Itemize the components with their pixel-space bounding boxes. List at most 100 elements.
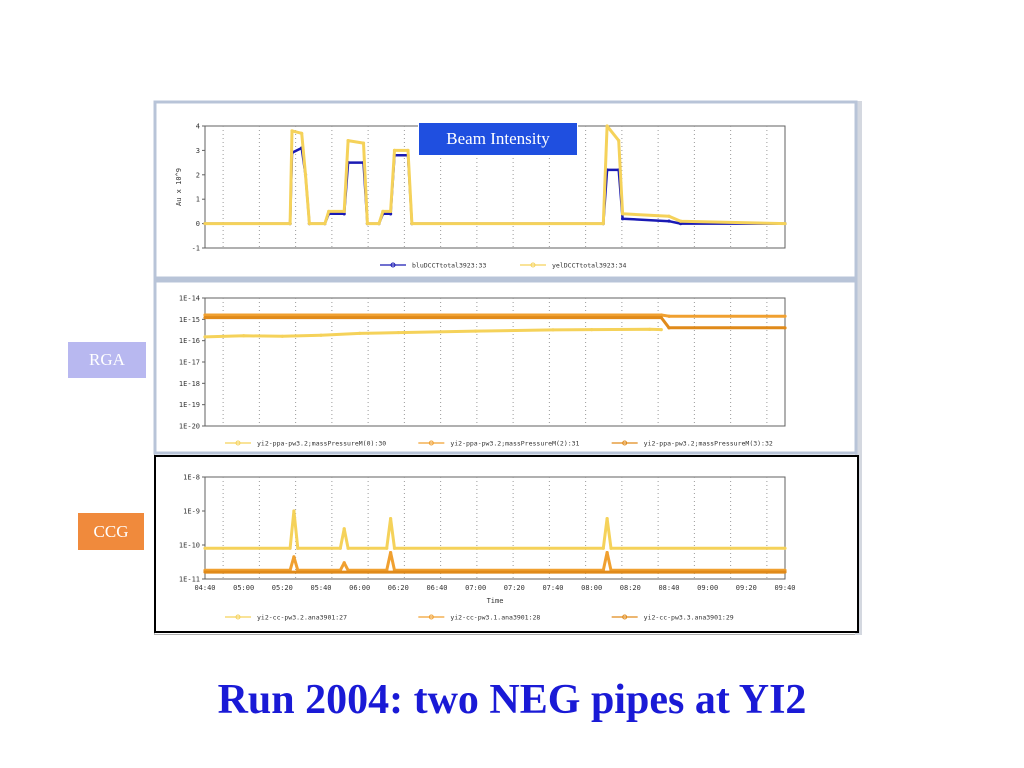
- data-point: [307, 222, 311, 226]
- data-point: [551, 328, 555, 332]
- chart-frame: [153, 279, 858, 455]
- x-tick-label: 07:00: [465, 584, 486, 592]
- data-point: [385, 546, 389, 550]
- data-point: [609, 546, 613, 550]
- legend-label: yi2-cc-pw3.1.ana3901:28: [450, 614, 540, 622]
- series-line: [205, 509, 785, 550]
- data-point: [783, 326, 787, 330]
- legend-marker: [235, 614, 241, 620]
- data-point: [280, 334, 284, 338]
- data-point: [358, 331, 362, 335]
- x-tick-label: 05:20: [272, 584, 293, 592]
- data-point: [342, 527, 346, 531]
- legend-marker: [622, 440, 628, 446]
- data-point: [288, 546, 292, 550]
- x-tick-label: 08:40: [658, 584, 679, 592]
- y-tick-label: 1E-19: [179, 401, 200, 409]
- legend-label: yi2-ppa-pw3.2;massPressureM(2):31: [450, 440, 579, 448]
- legend-label: yelDCCTtotal3923:34: [552, 262, 626, 270]
- data-point: [474, 329, 478, 333]
- legend-marker: [622, 614, 628, 620]
- data-point: [338, 546, 342, 550]
- data-point: [392, 546, 397, 550]
- x-tick-label: 06:20: [388, 584, 409, 592]
- data-point: [783, 222, 787, 226]
- series-line: [205, 316, 785, 330]
- data-point: [621, 212, 625, 216]
- data-point: [203, 546, 207, 550]
- data-point: [605, 124, 609, 128]
- x-tick-label: 05:00: [233, 584, 254, 592]
- x-tick-label: 07:20: [504, 584, 525, 592]
- data-point: [389, 516, 393, 521]
- data-point: [667, 219, 671, 223]
- legend-marker: [530, 262, 536, 268]
- data-point: [621, 217, 625, 221]
- data-point: [381, 209, 385, 213]
- data-point: [667, 214, 671, 218]
- y-tick-label: 1E-20: [179, 423, 200, 431]
- legend-marker: [428, 440, 434, 446]
- legend-label: yi2-ppa-pw3.2;massPressureM(3):32: [644, 440, 773, 448]
- data-point: [406, 148, 410, 152]
- legend-label: yi2-cc-pw3.2.ana3901:27: [257, 614, 347, 622]
- x-tick-label: 09:00: [697, 584, 718, 592]
- data-point: [659, 328, 663, 332]
- y-tick-label: 1E-9: [183, 508, 200, 516]
- data-point: [327, 209, 331, 213]
- data-point: [648, 327, 652, 331]
- data-point: [303, 173, 308, 177]
- legend-marker: [235, 440, 241, 446]
- rga-chart: 1E-14 1E-15 1E-16 1E-17 1E-18 1E-19 1E-20 yi2-p…: [153, 279, 858, 455]
- x-tick-label: 08:20: [620, 584, 641, 592]
- data-point: [342, 212, 346, 216]
- data-point: [601, 222, 605, 226]
- data-point: [323, 222, 327, 226]
- y-tick-label: 1E-15: [179, 316, 200, 324]
- y-axis-label: Au x 10^9: [175, 168, 183, 206]
- data-point: [389, 212, 393, 216]
- plot-area: [204, 476, 786, 580]
- data-point: [659, 313, 663, 317]
- y-tick-label: 1E-11: [179, 576, 200, 584]
- y-tick-label: 1: [196, 196, 200, 204]
- y-tick-label: 1E-17: [179, 359, 200, 367]
- chart-frame: [154, 455, 859, 633]
- legend-label: yi2-cc-pw3.3.ana3901:29: [644, 614, 734, 622]
- legend-label: yi2-ppa-pw3.2;massPressureM(0):30: [257, 440, 386, 448]
- x-tick-label: 09:20: [736, 584, 757, 592]
- data-point: [290, 129, 294, 133]
- y-tick-label: 1E-14: [179, 295, 200, 303]
- data-point: [342, 561, 346, 565]
- data-point: [783, 570, 787, 574]
- data-point: [365, 222, 369, 226]
- series-line: [205, 551, 785, 572]
- plot-panel-edge: [855, 101, 862, 635]
- data-point: [203, 313, 207, 317]
- data-point: [392, 148, 397, 152]
- data-point: [203, 316, 207, 320]
- y-tick-label: 4: [196, 123, 200, 131]
- data-point: [667, 326, 671, 330]
- data-point: [319, 333, 323, 337]
- data-point: [203, 222, 207, 226]
- y-tick-label: 3: [196, 147, 200, 155]
- x-tick-label: 06:00: [349, 584, 370, 592]
- data-point: [601, 546, 605, 550]
- x-tick-label: 08:00: [581, 584, 602, 592]
- series-line: [205, 313, 785, 318]
- data-point: [292, 509, 296, 513]
- data-point: [377, 222, 381, 226]
- rga-callout: RGA: [68, 342, 146, 378]
- y-tick-label: 0: [196, 220, 200, 228]
- x-tick-label: 09:40: [774, 584, 795, 592]
- x-axis-label: Time: [487, 597, 504, 605]
- data-point: [667, 314, 671, 318]
- ccg-callout: CCG: [78, 513, 144, 550]
- data-point: [296, 546, 300, 550]
- data-point: [342, 209, 346, 213]
- data-point: [396, 330, 400, 335]
- y-tick-label: 1E-10: [179, 542, 200, 550]
